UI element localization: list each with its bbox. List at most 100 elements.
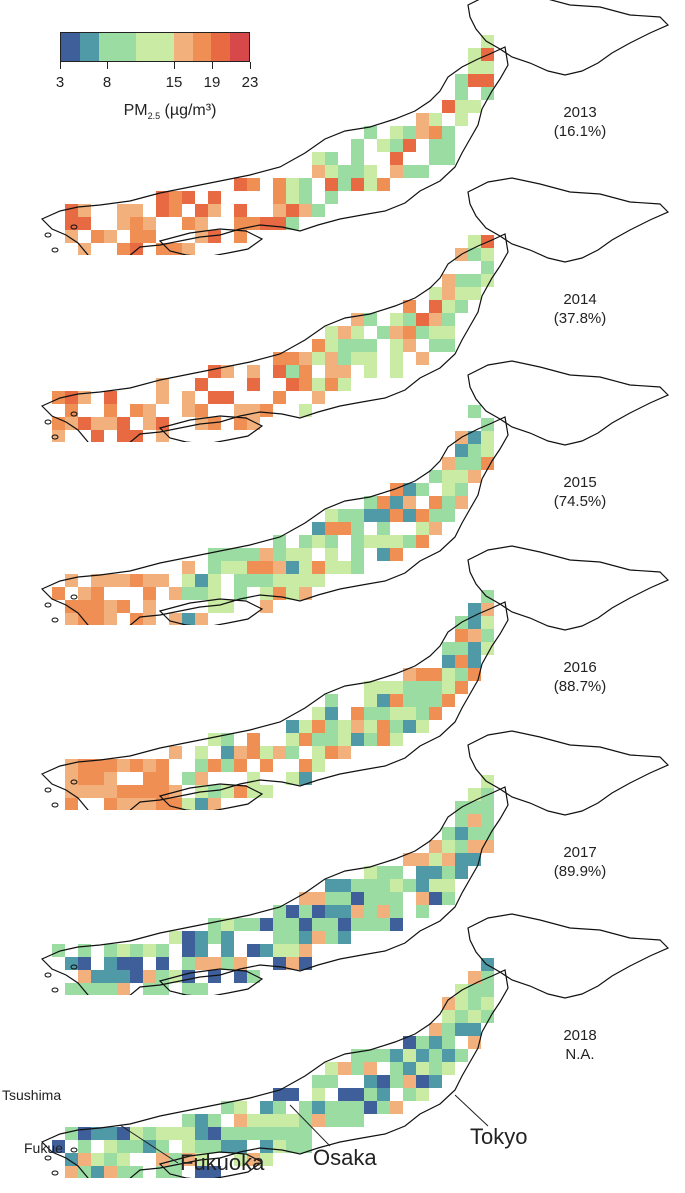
pm25-grid-cell bbox=[403, 126, 416, 139]
pm25-grid-cell bbox=[325, 1062, 338, 1075]
pm25-grid-cell bbox=[325, 694, 338, 707]
pm25-grid-cell bbox=[338, 733, 351, 746]
pm25-grid-cell bbox=[429, 522, 442, 535]
pm25-grid-cell bbox=[455, 840, 468, 853]
pm25-grid-cell bbox=[182, 1114, 195, 1127]
pm25-grid-cell bbox=[286, 1088, 299, 1101]
pm25-grid-cell bbox=[481, 840, 494, 853]
pm25-grid-cell bbox=[234, 561, 247, 574]
island-outline bbox=[44, 419, 52, 425]
pm25-grid-cell bbox=[221, 746, 234, 759]
pm25-grid-cell bbox=[351, 707, 364, 720]
pm25-grid-cell bbox=[182, 587, 195, 600]
pm25-grid-cell bbox=[351, 509, 364, 522]
pm25-grid-cell bbox=[377, 1075, 390, 1088]
honshu-outline bbox=[40, 416, 509, 625]
pm25-grid-cell bbox=[169, 191, 182, 204]
label-tokyo: Tokyo bbox=[470, 1124, 528, 1149]
pm25-grid-cell bbox=[156, 574, 169, 587]
pm25-grid-cell bbox=[416, 879, 429, 892]
pm25-grid-cell bbox=[325, 905, 338, 918]
legend-swatch bbox=[211, 33, 231, 61]
honshu-outline bbox=[40, 969, 509, 1178]
pm25-grid-cell bbox=[351, 892, 364, 905]
pm25-grid-cell bbox=[299, 1127, 312, 1140]
pm25-grid-cell bbox=[403, 707, 416, 720]
pm25-grid-cell bbox=[221, 548, 234, 561]
pm25-grid-cell bbox=[468, 655, 481, 668]
pm25-grid-cell bbox=[208, 785, 221, 798]
pm25-grid-cell bbox=[390, 866, 403, 879]
year-label-2016: 2016 (88.7%) bbox=[520, 658, 640, 696]
pm25-grid-cell bbox=[338, 522, 351, 535]
map-panel-2015: 2015 (74.5%) bbox=[0, 360, 685, 625]
pm25-grid-cell bbox=[429, 139, 442, 152]
pm25-grid-cell bbox=[338, 365, 351, 378]
pm25-grid-cell bbox=[221, 365, 234, 378]
pm25-grid-cell bbox=[234, 217, 247, 230]
pm25-grid-cell bbox=[325, 1101, 338, 1114]
pm25-grid-cell bbox=[442, 100, 455, 113]
pm25-grid-cell bbox=[455, 87, 468, 100]
pm25-grid-cell bbox=[273, 574, 286, 587]
pm25-grid-cell bbox=[338, 378, 351, 391]
pm25-grid-cell bbox=[416, 1062, 429, 1075]
pm25-grid-cell bbox=[312, 892, 325, 905]
pm25-grid-cell bbox=[208, 417, 221, 430]
pm25-grid-cell bbox=[455, 1049, 468, 1062]
pm25-grid-cell bbox=[364, 339, 377, 352]
pm25-grid-cell bbox=[403, 879, 416, 892]
pm25-grid-cell bbox=[351, 1101, 364, 1114]
pm25-grid-cell bbox=[299, 178, 312, 191]
pm25-grid-cell bbox=[52, 587, 65, 600]
pm25-grid-cell bbox=[377, 178, 390, 191]
pm25-grid-cell bbox=[117, 970, 130, 983]
pm25-grid-cell bbox=[455, 997, 468, 1010]
pm25-grid-cell bbox=[286, 178, 299, 191]
pm25-grid-cell bbox=[195, 957, 208, 970]
legend-tick bbox=[107, 62, 108, 69]
legend-swatch bbox=[98, 33, 118, 61]
panel-coverage: (88.7%) bbox=[553, 678, 607, 695]
pm25-grid-cell bbox=[247, 733, 260, 746]
pm25-grid-cell bbox=[208, 1127, 221, 1140]
pm25-grid-cell bbox=[429, 840, 442, 853]
pm25-grid-cell bbox=[312, 152, 325, 165]
pm25-grid-cell bbox=[468, 984, 481, 997]
pm25-grid-cell bbox=[455, 1010, 468, 1023]
pm25-grid-cell bbox=[468, 827, 481, 840]
pm25-grid-cell bbox=[403, 496, 416, 509]
pm25-grid-cell bbox=[455, 853, 468, 866]
pm25-grid-cell bbox=[481, 248, 494, 261]
japan-map-2016 bbox=[40, 545, 670, 810]
pm25-grid-cell bbox=[416, 326, 429, 339]
pm25-grid-cell bbox=[299, 365, 312, 378]
pm25-grid-cell bbox=[429, 300, 442, 313]
pm25-grid-cell bbox=[312, 733, 325, 746]
pm25-grid-cell bbox=[442, 152, 455, 165]
pm25-grid-cell bbox=[325, 352, 338, 365]
pm25-grid-cell bbox=[299, 931, 312, 944]
pm25-grid-cell bbox=[208, 1114, 221, 1127]
island-outline bbox=[44, 787, 52, 793]
pm25-grid-cell bbox=[117, 430, 130, 442]
pm25-grid-cell bbox=[234, 1114, 247, 1127]
pm25-grid-cell bbox=[273, 191, 286, 204]
pm25-grid-cell bbox=[403, 326, 416, 339]
pm25-grid-cell bbox=[312, 746, 325, 759]
pm25-grid-cell bbox=[312, 522, 325, 535]
pm25-grid-cell bbox=[299, 759, 312, 772]
pm25-grid-cell bbox=[143, 404, 156, 417]
pm25-grid-cell bbox=[104, 417, 117, 430]
pm25-grid-cell bbox=[455, 444, 468, 457]
pm25-grid-cell bbox=[481, 261, 494, 274]
pm25-grid-cell bbox=[247, 1114, 260, 1127]
pm25-grid-cell bbox=[338, 165, 351, 178]
pm25-grid-cell bbox=[247, 944, 260, 957]
pm25-grid-cell bbox=[429, 1023, 442, 1036]
island-outline bbox=[70, 779, 78, 785]
japan-map-2015 bbox=[40, 360, 670, 625]
pm25-grid-cell bbox=[117, 600, 130, 613]
pm25-grid-cell bbox=[312, 759, 325, 772]
pm25-grid-cell bbox=[182, 613, 195, 625]
